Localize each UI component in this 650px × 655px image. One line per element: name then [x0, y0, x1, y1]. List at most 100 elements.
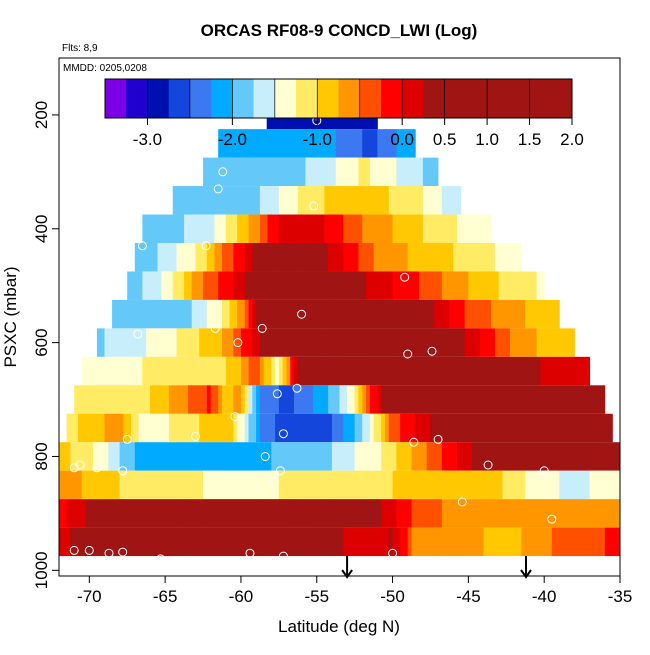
colorbar-swatch	[302, 79, 305, 118]
heatmap-cell	[460, 442, 465, 471]
colorbar-swatch	[166, 79, 170, 118]
heatmap-cell	[312, 328, 318, 357]
heatmap-cell	[294, 470, 299, 500]
heatmap-cell	[233, 499, 238, 528]
heatmap-cell	[142, 299, 147, 329]
heatmap-cell	[203, 470, 208, 500]
heatmap-cell	[366, 299, 371, 329]
heatmap-cell	[498, 385, 503, 414]
heatmap-cell	[544, 527, 549, 557]
heatmap-cell	[108, 527, 113, 557]
heatmap-cell	[195, 328, 200, 357]
heatmap-cell	[263, 243, 268, 272]
heatmap-cell	[282, 157, 287, 187]
heatmap-cell	[100, 527, 105, 557]
heatmap-cell	[214, 385, 219, 414]
heatmap-cell	[176, 299, 181, 329]
heatmap-cell	[597, 385, 602, 414]
heatmap-cell	[532, 271, 538, 300]
heatmap-cell	[184, 299, 189, 329]
heatmap-cell	[350, 129, 356, 158]
heatmap-cell	[134, 356, 139, 386]
heatmap-cell	[331, 527, 337, 557]
heatmap-cell	[366, 243, 371, 272]
heatmap-cell	[161, 328, 166, 357]
colorbar-swatch	[523, 79, 526, 118]
colorbar-swatch	[480, 79, 484, 118]
heatmap-cell	[81, 385, 86, 414]
heatmap-cell	[457, 499, 462, 528]
colorbar-swatch	[374, 79, 378, 118]
heatmap-cell	[237, 186, 242, 215]
heatmap-cell	[100, 499, 105, 528]
heatmap-cell	[309, 356, 314, 386]
colorbar-swatch	[117, 79, 121, 118]
heatmap-cell	[77, 499, 83, 528]
heatmap-cell	[157, 328, 162, 357]
heatmap-cell	[343, 527, 348, 557]
heatmap-cell	[502, 499, 507, 528]
heatmap-cell	[206, 385, 212, 414]
heatmap-cell	[70, 442, 75, 471]
heatmap-cell	[339, 527, 344, 557]
heatmap-cell	[312, 243, 318, 272]
heatmap-cell	[157, 470, 162, 500]
heatmap-cell	[248, 442, 253, 471]
colorbar-swatch	[257, 79, 261, 118]
heatmap-cell	[426, 527, 431, 557]
heatmap-cell	[438, 243, 443, 272]
heatmap-cell	[426, 299, 431, 329]
colorbar-swatch	[113, 79, 117, 118]
heatmap-cell	[131, 356, 136, 386]
heatmap-cell	[377, 413, 382, 443]
heatmap-cell	[384, 299, 390, 329]
colorbar-swatch	[119, 79, 123, 118]
heatmap-cell	[206, 214, 212, 243]
colorbar-swatch	[107, 79, 110, 118]
colorbar-swatch	[567, 79, 571, 118]
colorbar-swatch	[508, 79, 511, 118]
heatmap-cell	[347, 271, 352, 300]
heatmap-cell	[149, 214, 155, 243]
heatmap-cell	[309, 328, 314, 357]
heatmap-cell	[138, 356, 143, 386]
heatmap-cell	[271, 328, 276, 357]
heatmap-cell	[294, 186, 299, 215]
heatmap-cell	[347, 413, 352, 443]
flight-point-marker	[84, 545, 94, 555]
heatmap-cell	[214, 271, 219, 300]
heatmap-cell	[506, 356, 511, 386]
heatmap-cell	[206, 527, 212, 557]
heatmap-cell	[491, 328, 496, 357]
heatmap-cell	[422, 243, 428, 272]
heatmap-cell	[460, 499, 465, 528]
colorbar-swatch	[334, 79, 337, 118]
heatmap-row	[66, 413, 613, 443]
colorbar-tick-label: 1.0	[475, 130, 499, 149]
heatmap-cell	[544, 328, 549, 357]
heatmap-cell	[422, 470, 428, 500]
heatmap-cell	[419, 413, 424, 443]
colorbar-swatch	[344, 79, 348, 118]
heatmap-cell	[377, 271, 382, 300]
heatmap-cell	[472, 299, 477, 329]
colorbar-swatch	[393, 79, 397, 118]
heatmap-cell	[540, 271, 545, 300]
heatmap-cell	[290, 214, 295, 243]
heatmap-cell	[384, 385, 390, 414]
heatmap-cell	[475, 442, 481, 471]
colorbar-swatch	[559, 79, 562, 118]
heatmap-cell	[453, 356, 458, 386]
heatmap-cell	[172, 413, 177, 443]
heatmap-cell	[168, 470, 174, 500]
colorbar-swatch	[378, 79, 382, 118]
heatmap-cell	[343, 470, 348, 500]
colorbar-swatch	[245, 79, 248, 118]
heatmap-cell	[259, 385, 265, 414]
colorbar-swatch	[412, 79, 416, 118]
heatmap-cell	[517, 356, 522, 386]
heatmap-cell	[566, 413, 572, 443]
heatmap-cell	[396, 470, 401, 500]
heatmap-cell	[153, 214, 158, 243]
heatmap-cell	[457, 243, 462, 272]
